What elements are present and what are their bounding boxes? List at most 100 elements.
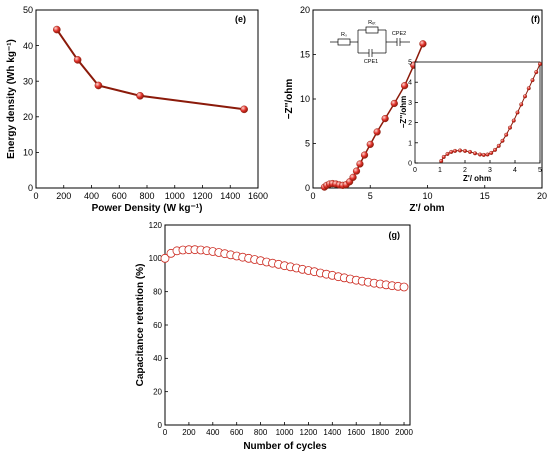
data-point [94,81,103,90]
y-tick-label: 50 [23,5,33,15]
x-tick-label: 1800 [371,428,389,437]
data-point [500,138,505,143]
data-point [381,114,389,123]
x-tick-label: 400 [84,191,99,201]
data-point [526,86,531,91]
resistor-rs [337,38,351,46]
data-point [352,167,361,175]
panel-e-ticks: 0 200 400 600 800 1000 1200 1400 1600 0 10 20 30 40 50 [23,5,268,201]
data-point [419,40,427,48]
data-point [478,152,483,157]
panel-e-series-line [55,29,245,111]
data-point [240,105,248,114]
x-tick-label: 3 [488,167,492,174]
x-tick-label: 0 [413,167,417,174]
data-point [496,143,501,148]
y-tick-label: 3 [408,100,412,107]
data-point [160,253,170,263]
y-tick-label: 0 [158,421,163,430]
x-tick-label: 4 [513,167,517,174]
x-tick-label: 1000 [276,428,294,437]
x-tick-label: 0 [310,191,315,201]
inset-points [439,62,543,163]
panel-g-ticks: 0 200 400 600 800 1000 1200 1400 1600 1800 2000 0 20… [149,221,414,437]
data-point [53,25,61,34]
data-point [530,78,535,83]
panel-e-ylabel: Energy density (Wh kg⁻¹) [6,39,17,159]
data-point [511,118,516,123]
panel-g-label: (g) [389,230,401,240]
circuit-label-cpe2: CPE2 [392,31,406,37]
y-tick-label: 40 [23,41,33,51]
panel-f-points [320,40,427,191]
panel-g-points [160,245,409,292]
panel-g-ylabel: Capacitance retention (%) [135,264,146,387]
x-tick-label: 0 [33,191,38,201]
data-point [463,148,468,153]
x-tick-label: 600 [112,191,127,201]
x-tick-label: 1400 [220,191,240,201]
inset-ticks: 0 1 2 3 4 5 0 1 2 3 4 5 [408,59,542,174]
data-point [449,149,454,154]
x-tick-label: 2000 [395,428,413,437]
data-point [441,154,446,159]
x-tick-label: 400 [206,428,220,437]
y-tick-label: 0 [305,183,310,193]
data-point [349,173,357,181]
y-tick-label: 20 [23,112,33,122]
x-tick-label: 1000 [165,191,185,201]
x-tick-label: 5 [538,167,542,174]
data-point [373,128,381,136]
circuit-label-rct: Rₑₜ [368,20,376,26]
x-tick-label: 15 [480,191,490,201]
panel-e-xlabel: Power Density (W kg⁻¹) [92,203,203,214]
data-point [360,151,369,159]
x-tick-label: 5 [368,191,373,201]
data-point [473,151,478,156]
x-tick-label: 1600 [248,191,268,201]
data-point [508,125,513,130]
data-point [366,140,374,148]
data-point [489,150,494,155]
data-point [481,152,486,157]
x-tick-label: 800 [254,428,268,437]
data-point [523,94,528,99]
data-point [445,151,450,156]
x-tick-label: 1 [438,167,442,174]
x-tick-label: 0 [163,428,168,437]
x-tick-label: 20 [537,191,547,201]
inset-ylabel: −Z''/ohm [399,96,408,128]
x-tick-label: 600 [230,428,244,437]
circuit-label-rs: Rₛ [341,32,347,38]
panel-e-points [53,25,248,114]
x-tick-label: 10 [422,191,432,201]
panel-f-inset: 0 1 2 3 4 5 0 1 2 3 4 5 Z'/ ohm −Z''/ohm [399,59,542,183]
y-tick-label: 5 [305,139,310,149]
data-point [504,132,509,137]
x-tick-label: 200 [182,428,196,437]
data-point [399,282,409,292]
inset-xlabel: Z'/ ohm [463,174,491,183]
panel-f-label: (f) [531,14,540,24]
data-point [515,110,520,115]
data-point [453,148,458,153]
y-tick-label: 80 [153,287,162,296]
y-tick-label: 10 [23,148,33,158]
data-point [136,91,144,100]
y-tick-label: 0 [28,183,33,193]
y-tick-label: 5 [408,59,412,66]
y-tick-label: 20 [153,387,162,396]
x-tick-label: 1600 [347,428,365,437]
inset-frame [414,61,541,164]
y-tick-label: 30 [23,76,33,86]
data-point [73,56,82,64]
x-tick-label: 2 [463,167,467,174]
y-tick-label: 120 [149,221,163,230]
x-tick-label: 1200 [192,191,212,201]
x-tick-label: 800 [139,191,154,201]
panel-g: 0 200 400 600 800 1000 1200 1400 1600 1800 2000 0 20… [135,221,413,452]
data-point [519,102,524,107]
y-tick-label: 1 [408,140,412,147]
y-tick-label: 10 [300,94,310,104]
